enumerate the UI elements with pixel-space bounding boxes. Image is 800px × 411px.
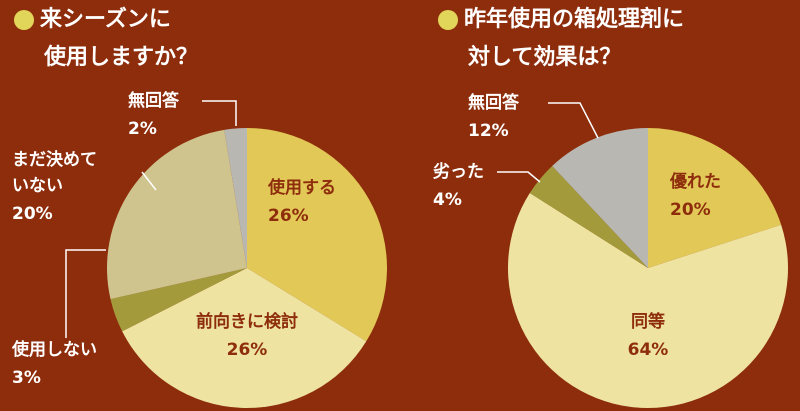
- slice-label: 使用しない: [11, 339, 97, 360]
- chart-title: 使用しますか？: [43, 45, 198, 70]
- pie-slice: [552, 128, 648, 268]
- chart-title: 対して効果は？: [468, 44, 621, 70]
- chart-title: 昨年使用の箱処理剤に: [464, 6, 684, 32]
- leader-line: [141, 171, 157, 191]
- slice-value: 12%: [468, 121, 509, 141]
- leader-line: [65, 249, 106, 338]
- slice-label: まだ決めて: [12, 149, 97, 170]
- leader-line: [497, 171, 541, 183]
- pie-slice: [648, 128, 782, 268]
- pie-slice: [122, 268, 367, 409]
- slice-value: 26%: [227, 340, 268, 360]
- pie-slice: [508, 192, 788, 408]
- slice-value: 20%: [670, 200, 711, 220]
- pie-slice: [106, 129, 247, 300]
- chart-title: 来シーズンに: [39, 6, 171, 32]
- slice-value: 4%: [433, 190, 462, 210]
- slice-value: 64%: [628, 340, 669, 360]
- slice-label: 無回答: [468, 92, 520, 113]
- title-bullet: [438, 10, 458, 30]
- slice-label: 使用する: [267, 177, 336, 198]
- pie-slice: [224, 128, 247, 268]
- slice-label: いない: [12, 176, 63, 196]
- title-bullet: [14, 10, 34, 30]
- leader-line: [202, 100, 237, 126]
- pie-slice: [529, 165, 648, 268]
- pie-slice: [247, 128, 388, 342]
- slice-label: 優れた: [669, 171, 721, 192]
- slice-label: 無回答: [128, 90, 180, 111]
- slice-value: 2%: [128, 119, 157, 139]
- slice-label: 前向きに検討: [196, 311, 298, 332]
- pie-slice: [110, 268, 247, 332]
- leader-line: [548, 102, 599, 139]
- slice-label: 劣った: [433, 161, 484, 182]
- slice-value: 26%: [268, 206, 309, 226]
- slice-value: 3%: [12, 368, 41, 388]
- slice-label: 同等: [631, 311, 665, 332]
- slice-value: 20%: [12, 204, 53, 224]
